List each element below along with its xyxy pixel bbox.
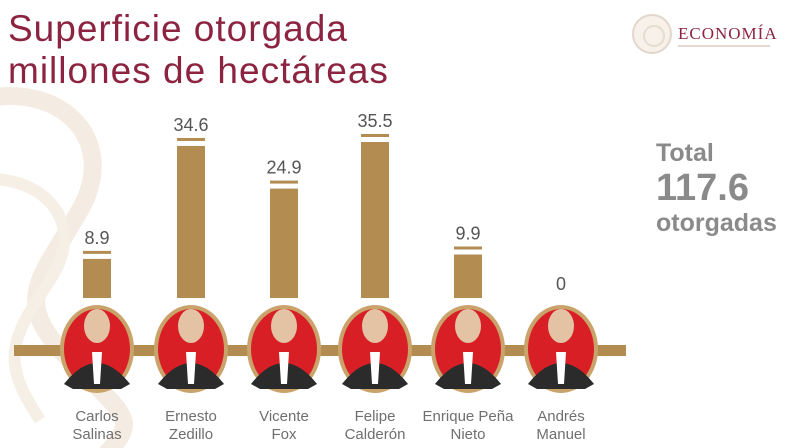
category-label-line: Vicente [259, 408, 309, 425]
data-label: 0 [556, 274, 566, 294]
face [84, 309, 110, 343]
category-label: Enrique Peña Nieto [413, 408, 523, 444]
category-label: Vicente Fox [229, 408, 339, 444]
data-label: 35.5 [357, 111, 392, 131]
portrait [247, 305, 321, 393]
total-label: Total [656, 139, 714, 167]
category-label-line: Andrés [537, 408, 585, 425]
data-label: 9.9 [455, 223, 480, 243]
portrait [524, 305, 598, 393]
category-labels: Carlos Salinas Ernesto Zedillo Vicente Fox Fel… [0, 408, 800, 448]
total-value: 117.6 [656, 167, 749, 209]
bar-cap [270, 180, 298, 184]
portrait [431, 305, 505, 393]
chart-title: Superficie otorgada millones de hectárea… [8, 8, 389, 92]
face [455, 309, 481, 343]
face [178, 309, 204, 343]
shirt [370, 352, 380, 384]
shirt [186, 352, 196, 384]
data-label: 34.6 [173, 115, 208, 135]
category-label-line: Ernesto [165, 408, 217, 425]
economia-logo: ECONOMÍA [632, 14, 792, 62]
bar [361, 142, 389, 298]
bar-cap [454, 246, 482, 250]
category-label-line: Zedillo [168, 426, 214, 443]
shirt [279, 352, 289, 384]
total-caption: otorgadas [656, 209, 777, 237]
bar [454, 254, 482, 298]
portrait [338, 305, 412, 393]
brand-name: ECONOMÍA [678, 24, 778, 43]
background-ornament [0, 87, 133, 448]
category-label-line: Felipe [354, 408, 396, 425]
bar [270, 188, 298, 298]
total-panel: Total 117.6 otorgadas [656, 138, 777, 238]
category-label-line: Fox [271, 426, 297, 443]
data-label: 8.9 [84, 228, 109, 248]
data-label: 24.9 [266, 158, 301, 178]
shirt [556, 352, 566, 384]
portrait [154, 305, 228, 393]
title-line-1: Superficie otorgada [8, 8, 348, 49]
bar [177, 145, 205, 298]
category-label-line: Manuel [536, 426, 586, 443]
category-label-line: Carlos [75, 408, 119, 425]
bar-cap [83, 250, 111, 254]
portrait [60, 305, 134, 393]
face [271, 309, 297, 343]
bar-cap [361, 134, 389, 137]
coat-of-arms-icon [632, 14, 672, 54]
face [548, 309, 574, 343]
bar [83, 258, 111, 298]
category-label: Felipe Calderón [320, 408, 430, 444]
category-label: Carlos Salinas [42, 408, 152, 444]
category-label: Andrés Manuel [506, 408, 616, 444]
category-label: Ernesto Zedillo [136, 408, 246, 444]
bar-cap [177, 137, 205, 141]
shirt [92, 352, 102, 384]
title-line-2: millones de hectáreas [8, 50, 389, 91]
brand-underline [678, 45, 770, 47]
shirt [463, 352, 473, 384]
category-label-line: Enrique Peña [422, 408, 514, 425]
category-label-line: Calderón [344, 426, 406, 443]
category-label-line: Salinas [72, 426, 122, 443]
category-label-line: Nieto [450, 426, 486, 443]
face [362, 309, 388, 343]
